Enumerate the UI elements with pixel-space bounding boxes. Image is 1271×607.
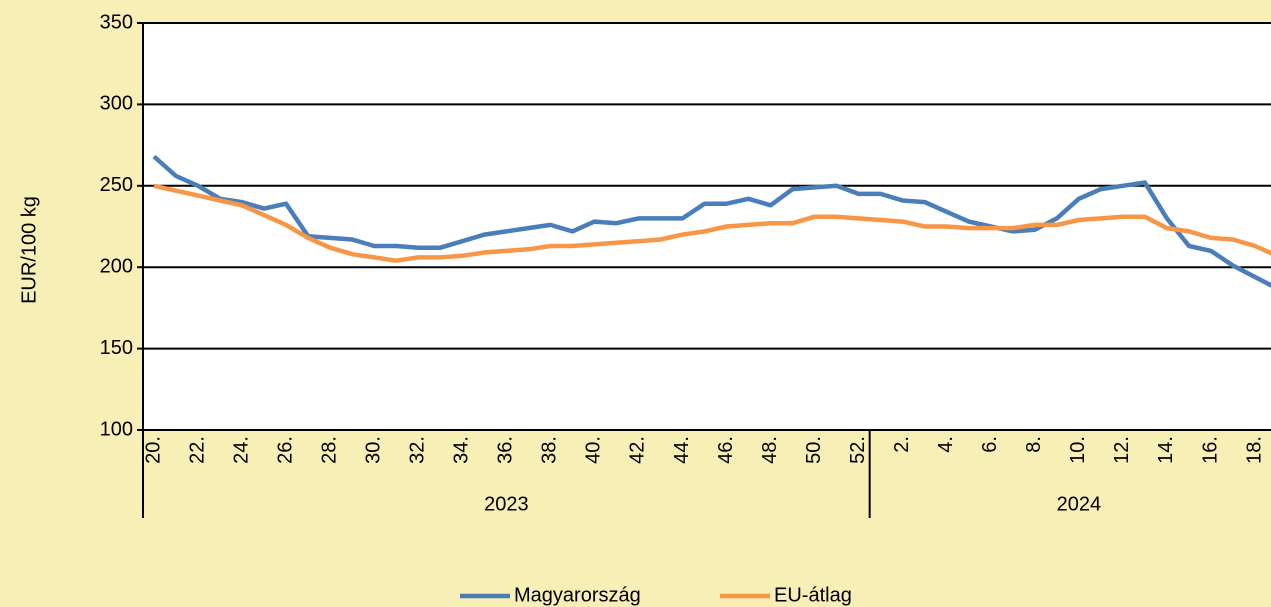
legend-label: Magyarország	[514, 584, 641, 606]
x-tick-label: 30.	[362, 436, 384, 464]
x-tick-label: 14.	[1155, 436, 1177, 464]
x-tick-label: 8.	[1023, 436, 1045, 453]
x-tick-label: 6.	[979, 436, 1001, 453]
x-tick-label: 38.	[539, 436, 561, 464]
x-tick-label: 16.	[1199, 436, 1221, 464]
x-tick-label: 46.	[715, 436, 737, 464]
x-tick-label: 36.	[495, 436, 517, 464]
y-tick-label: 100	[100, 418, 133, 440]
x-tick-label: 34.	[451, 436, 473, 464]
x-tick-label: 12.	[1111, 436, 1133, 464]
x-tick-label: 10.	[1067, 436, 1089, 464]
x-tick-label: 32.	[407, 436, 429, 464]
x-tick-label: 18.	[1243, 436, 1265, 464]
x-tick-label: 22.	[186, 436, 208, 464]
group-label: 2023	[484, 493, 529, 515]
x-tick-label: 2.	[891, 436, 913, 453]
x-tick-label: 26.	[274, 436, 296, 464]
x-tick-label: 24.	[230, 436, 252, 464]
y-tick-label: 250	[100, 174, 133, 196]
y-tick-label: 150	[100, 337, 133, 359]
plot-area	[143, 23, 1271, 430]
x-tick-label: 52.	[847, 436, 869, 464]
x-tick-label: 42.	[627, 436, 649, 464]
series-line	[153, 183, 1271, 263]
series-line	[152, 154, 1271, 288]
x-tick-label: 40.	[583, 436, 605, 464]
y-tick-label: 200	[100, 255, 133, 277]
y-axis-title: EUR/100 kg	[18, 196, 40, 304]
x-tick-label: 4.	[935, 436, 957, 453]
x-tick-label: 44.	[671, 436, 693, 464]
x-tick-label: 50.	[803, 436, 825, 464]
legend-label: EU-átlag	[774, 584, 852, 606]
x-tick-label: 48.	[759, 436, 781, 464]
y-tick-label: 350	[100, 11, 133, 33]
x-tick-label: 28.	[318, 436, 340, 464]
group-label: 2024	[1057, 493, 1102, 515]
y-tick-label: 300	[100, 93, 133, 115]
x-tick-label: 20.	[142, 436, 164, 464]
